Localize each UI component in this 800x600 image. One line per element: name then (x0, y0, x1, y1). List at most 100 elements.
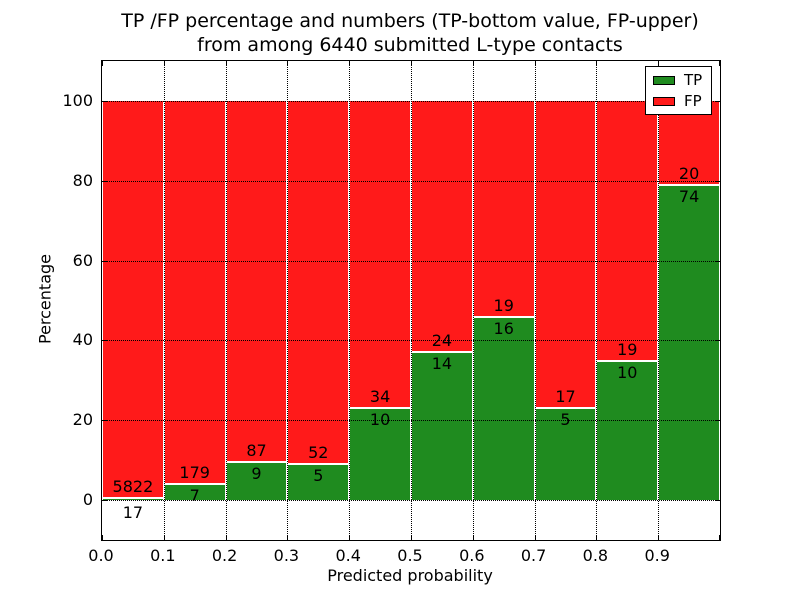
tp-count-label: 5 (560, 410, 571, 430)
bar-tp-segment (535, 409, 596, 501)
y-tick-label: 80 (72, 170, 93, 190)
x-tick-mark (163, 61, 165, 66)
tp-count-label: 17 (122, 503, 144, 523)
y-tick-mark (102, 340, 107, 342)
legend-swatch-fp (653, 96, 675, 106)
bar-fp-segment (103, 100, 163, 497)
chart-title: TP /FP percentage and numbers (TP-bottom… (101, 9, 719, 57)
x-tick-label: 0.1 (150, 546, 176, 565)
x-tick-label: 0.3 (273, 546, 300, 565)
bar-fp-segment (226, 100, 287, 461)
tp-count-label: 16 (493, 318, 514, 338)
x-tick-mark (349, 61, 351, 66)
x-tick-mark (534, 61, 536, 66)
bar-tp-segment (350, 409, 410, 501)
fp-count-label: 20 (678, 163, 700, 183)
x-tick-mark (225, 61, 227, 66)
y-tick-mark (715, 180, 720, 182)
bar-tp-segment (103, 498, 163, 501)
chart-title-line2: from among 6440 submitted L-type contact… (197, 34, 623, 56)
gridline-vertical (596, 61, 598, 540)
legend: TP FP (645, 66, 713, 115)
x-tick-mark (658, 61, 660, 66)
x-tick-mark (411, 535, 412, 540)
x-tick-label: 0.4 (335, 546, 361, 565)
bar-fp-segment (164, 100, 225, 484)
fp-count-label: 34 (369, 387, 391, 407)
y-tick-mark (715, 420, 720, 422)
gridline-vertical (658, 61, 660, 540)
y-tick-label: 40 (72, 330, 93, 350)
bar-tp-segment (412, 353, 472, 501)
x-tick-label: 0.6 (459, 546, 485, 565)
y-tick-label: 100 (62, 90, 93, 110)
plot-area: 5822 17 179 7 87 9 52 5 34 10 24 14 19 16 17 5 19 10 20 74 (101, 60, 721, 541)
y-tick-label: 0 (82, 490, 93, 510)
x-tick-mark (102, 535, 103, 540)
x-tick-label: 0.5 (397, 546, 423, 565)
legend-label-tp: TP (684, 71, 703, 89)
x-tick-mark (349, 535, 351, 540)
x-tick-label: 0.7 (520, 546, 547, 565)
x-tick-mark (472, 535, 474, 540)
fp-count-label: 24 (431, 331, 453, 351)
gridline-vertical (472, 61, 474, 540)
bar-tp-segment (659, 185, 719, 501)
x-tick-label: 0.9 (644, 546, 670, 565)
y-tick-mark (102, 180, 107, 182)
chart-title-line1: TP /FP percentage and numbers (TP-bottom… (121, 10, 699, 32)
tp-count-label: 5 (313, 466, 324, 486)
bar-fp-segment (288, 100, 349, 464)
gridline-vertical (225, 61, 227, 540)
x-tick-mark (596, 61, 598, 66)
y-tick-mark (715, 100, 720, 102)
y-tick-mark (102, 100, 107, 102)
y-tick-mark (715, 500, 720, 502)
x-tick-mark (287, 535, 289, 540)
fp-count-label: 87 (246, 440, 267, 460)
bar-tp-segment (288, 465, 349, 501)
x-tick-mark (719, 535, 720, 540)
tp-count-label: 74 (678, 186, 700, 206)
x-tick-mark (163, 535, 165, 540)
x-tick-mark (658, 535, 660, 540)
gridline-vertical (411, 61, 412, 540)
tp-count-label: 7 (189, 486, 200, 506)
legend-swatch-tp (653, 75, 675, 85)
y-tick-mark (102, 420, 107, 422)
bar-tp-segment (597, 362, 658, 501)
fp-count-label: 19 (617, 340, 638, 360)
bar-fp-segment (597, 100, 658, 361)
y-tick-label: 60 (72, 250, 93, 270)
x-axis-label: Predicted probability (327, 566, 493, 585)
legend-label-fp: FP (684, 92, 702, 110)
gridline-vertical (163, 61, 165, 540)
tp-count-label: 9 (251, 463, 262, 483)
fp-count-label: 19 (493, 295, 514, 315)
tp-count-label: 14 (431, 354, 453, 374)
x-tick-mark (596, 535, 598, 540)
legend-entry-fp: FP (653, 93, 702, 109)
gridline-vertical (534, 61, 536, 540)
x-tick-mark (287, 61, 289, 66)
y-tick-mark (715, 340, 720, 342)
y-tick-mark (102, 500, 107, 502)
x-tick-label: 0.8 (582, 546, 609, 565)
fp-count-label: 179 (179, 463, 210, 483)
gridline-vertical (349, 61, 351, 540)
y-tick-mark (102, 260, 107, 262)
x-tick-mark (719, 61, 720, 66)
y-tick-label: 20 (72, 410, 93, 430)
x-tick-label: 0.2 (211, 546, 238, 565)
tp-count-label: 10 (617, 363, 638, 383)
x-tick-mark (102, 61, 103, 66)
x-tick-mark (225, 535, 227, 540)
x-tick-mark (472, 61, 474, 66)
fp-count-label: 52 (308, 443, 329, 463)
bar-tp-segment (226, 462, 287, 501)
bar-tp-segment (473, 317, 534, 501)
bar-fp-segment (473, 100, 534, 316)
x-tick-mark (534, 535, 536, 540)
gridline-vertical (287, 61, 289, 540)
